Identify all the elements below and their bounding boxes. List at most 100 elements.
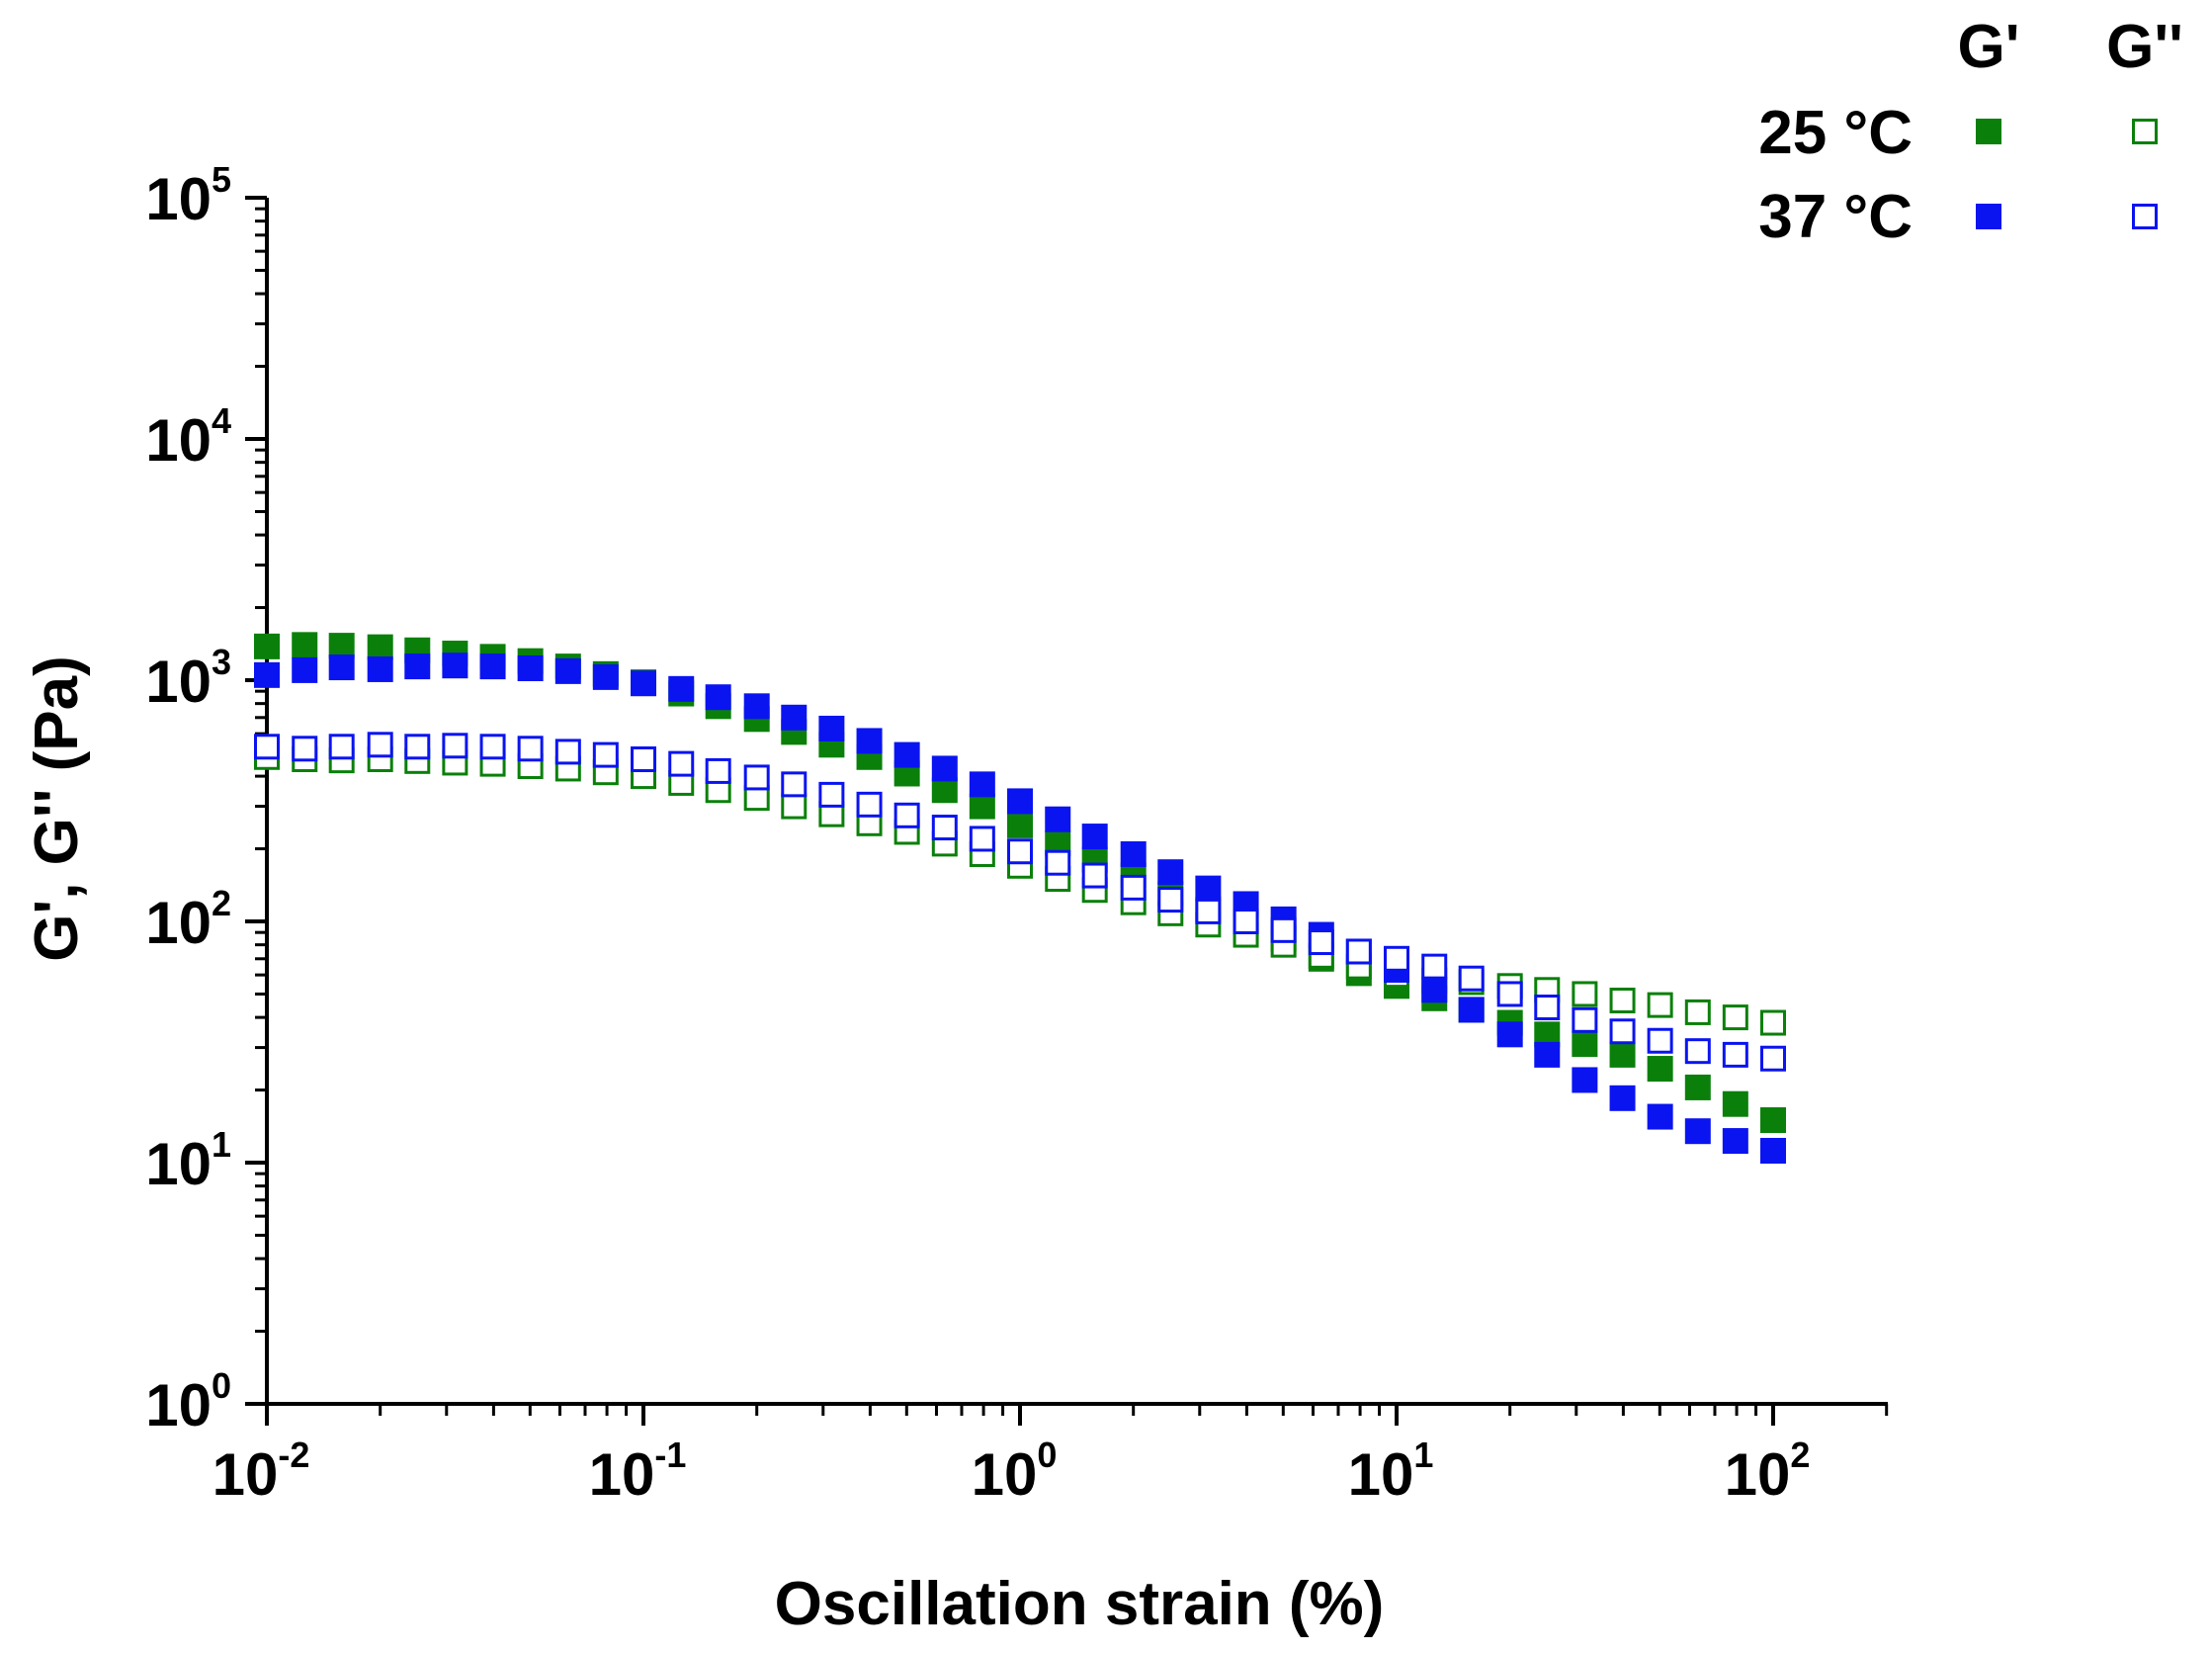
legend-column-g-double-prime: G'' (2106, 13, 2183, 81)
y-tick-label: 102 (145, 883, 231, 956)
data-point (705, 757, 731, 784)
y-tick-label: 104 (145, 400, 231, 474)
data-point (1609, 1018, 1636, 1045)
data-point (705, 684, 731, 711)
data-point (1007, 788, 1033, 815)
x-tick-label: 102 (1725, 1435, 1811, 1508)
data-point (1684, 999, 1711, 1025)
data-point (442, 733, 468, 759)
data-point (781, 793, 808, 820)
data-point (668, 675, 695, 702)
data-point (1684, 1118, 1711, 1145)
x-tick-label: 100 (972, 1435, 1058, 1508)
data-point (1722, 1004, 1748, 1031)
data-point (1760, 1137, 1786, 1164)
data-point (1609, 988, 1636, 1014)
legend-marker-open (2132, 204, 2158, 229)
x-tick-label: 101 (1348, 1435, 1434, 1508)
data-point (1647, 1056, 1673, 1083)
data-point (1120, 840, 1147, 867)
data-point (1081, 862, 1108, 889)
data-point (328, 654, 355, 681)
data-point (781, 771, 808, 798)
data-point (554, 739, 581, 765)
data-point (1345, 938, 1372, 965)
legend: G' G'' 25 °C 37 °C (1758, 13, 2183, 251)
data-point (631, 746, 656, 773)
data-point (1534, 1041, 1561, 1068)
data-point (1120, 874, 1147, 901)
data-point (1195, 875, 1222, 902)
data-point (969, 771, 995, 798)
data-point (479, 734, 506, 760)
legend-label-37c: 37 °C (1758, 183, 1913, 251)
data-point (328, 734, 355, 760)
data-point (893, 802, 920, 828)
data-point (1572, 1031, 1598, 1058)
series-4 (254, 732, 1786, 1072)
data-point (1421, 953, 1448, 980)
data-point (1722, 1090, 1748, 1117)
data-point (1534, 994, 1561, 1020)
series-layer (254, 632, 1786, 1164)
data-point (1496, 1021, 1523, 1048)
data-point (893, 741, 920, 768)
legend-label-25c: 25 °C (1758, 99, 1913, 167)
legend-marker-filled (1976, 204, 2001, 229)
legend-column-g-prime: G' (1958, 13, 2020, 81)
y-tick-label: 101 (145, 1124, 231, 1197)
data-point (1760, 1107, 1786, 1134)
data-point (1045, 806, 1071, 832)
legend-marker-filled (1976, 119, 2001, 144)
data-point (1760, 1009, 1786, 1036)
data-point (1157, 887, 1184, 914)
data-point (1496, 981, 1523, 1007)
data-point (254, 734, 280, 760)
x-axis-title: Oscillation strain (%) (775, 1570, 1385, 1638)
axes (265, 198, 1888, 1406)
data-point (931, 815, 958, 841)
data-point (1384, 945, 1409, 972)
data-point (818, 715, 845, 741)
legend-marker-open (2132, 119, 2158, 144)
data-point (1609, 1085, 1636, 1111)
data-point (1609, 1041, 1636, 1068)
data-point (292, 632, 318, 658)
data-point (743, 764, 770, 791)
data-point (1647, 992, 1673, 1018)
y-tick-label: 100 (145, 1365, 231, 1438)
data-point (1722, 1041, 1748, 1068)
data-point (1308, 929, 1334, 956)
data-point (592, 663, 619, 690)
data-point (856, 728, 883, 754)
data-point (1458, 997, 1485, 1023)
data-point (1684, 1038, 1711, 1065)
data-point (1045, 849, 1071, 876)
minor-ticks (255, 207, 1889, 1416)
data-point (554, 657, 581, 684)
data-point (1270, 916, 1297, 943)
data-point (1233, 909, 1259, 934)
data-point (1081, 824, 1108, 850)
series-3 (254, 652, 1786, 1164)
data-point (1722, 1128, 1748, 1155)
data-point (479, 653, 506, 680)
data-point (1195, 898, 1222, 924)
data-point (931, 755, 958, 782)
data-point (1572, 1006, 1598, 1033)
data-point (1572, 981, 1598, 1007)
data-point (442, 652, 468, 679)
data-point (254, 633, 280, 659)
data-point (328, 633, 355, 659)
y-tick-label: 103 (145, 642, 231, 715)
data-point (668, 750, 695, 777)
data-point (743, 693, 770, 720)
data-point (1684, 1074, 1711, 1100)
data-point (1157, 859, 1184, 886)
data-point (856, 791, 883, 818)
data-point (367, 655, 393, 682)
data-point (1458, 965, 1485, 992)
y-axis-title: G', G'' (Pa) (23, 655, 91, 962)
legend-markers (1976, 119, 2158, 229)
